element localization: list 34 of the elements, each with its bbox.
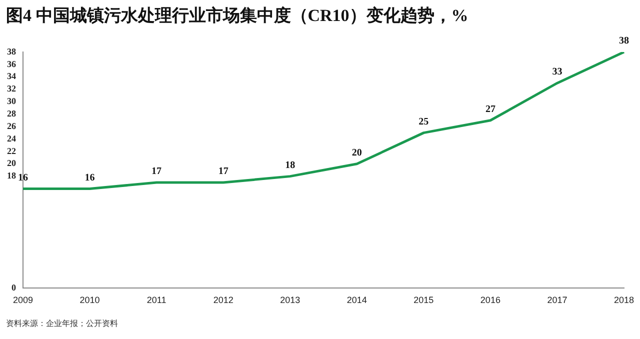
x-tick-label: 2009: [12, 295, 34, 306]
data-label: 38: [619, 36, 629, 47]
data-label: 16: [84, 172, 95, 184]
x-tick-label: 2011: [146, 295, 166, 306]
y-tick-label: 26: [7, 120, 16, 131]
x-tick-label: 2018: [614, 295, 634, 306]
data-label: 20: [352, 147, 362, 158]
y-tick-label: 30: [7, 96, 16, 106]
x-tick-label: 2017: [547, 295, 568, 306]
x-tick-label: 2012: [213, 295, 234, 306]
data-label: 16: [18, 172, 28, 184]
text: 资料来源：企业年报；公开资料: [6, 318, 118, 329]
data-label: 18: [285, 160, 296, 171]
y-tick-label: 38: [7, 46, 16, 56]
y-tick-label: 34: [7, 71, 16, 82]
x-tick-label: 2015: [414, 295, 434, 306]
data-label: 27: [485, 104, 496, 115]
x-tick-label: 2014: [346, 295, 367, 306]
x-tick-label: 2013: [280, 295, 300, 306]
data-label: 25: [418, 116, 429, 128]
y-tick-label: 32: [7, 84, 16, 94]
y-tick-label: 28: [7, 108, 16, 118]
data-label: 17: [152, 166, 162, 178]
y-tick-label: 20: [7, 158, 16, 168]
chart-title: 图4 中国城镇污水处理行业市场集中度（CR10）变化趋势，%: [6, 5, 468, 27]
y-tick-label: 0: [12, 282, 16, 293]
x-tick-label: 2016: [480, 295, 500, 306]
y-tick-label: 24: [7, 133, 16, 144]
y-tick-label: 22: [7, 146, 16, 156]
x-tick-label: 2010: [80, 295, 100, 306]
data-label: 33: [552, 66, 562, 78]
data-label: 17: [218, 166, 228, 178]
y-tick-label: 18: [7, 170, 16, 181]
y-tick-label: 36: [7, 58, 16, 69]
